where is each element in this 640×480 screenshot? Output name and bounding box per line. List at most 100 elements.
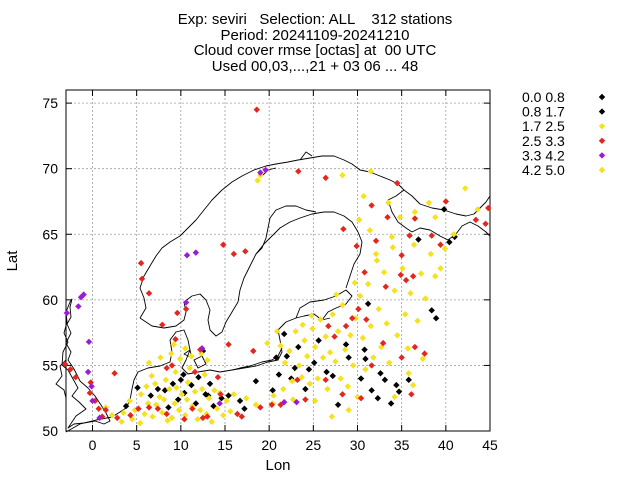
data-point xyxy=(84,368,92,376)
data-point xyxy=(137,419,144,427)
data-point xyxy=(399,265,406,272)
data-point xyxy=(63,309,71,317)
data-point xyxy=(280,385,287,393)
data-point xyxy=(127,412,134,419)
data-point xyxy=(329,372,336,380)
data-point xyxy=(324,385,331,393)
data-point xyxy=(294,376,301,384)
data-point xyxy=(95,405,102,412)
data-point xyxy=(269,387,276,394)
legend-marker xyxy=(598,152,606,159)
legend-label: 0.8 1.7 xyxy=(522,104,565,120)
data-point xyxy=(422,295,429,302)
data-point xyxy=(364,300,372,307)
data-point xyxy=(301,337,308,344)
data-point xyxy=(337,375,344,382)
data-point xyxy=(183,396,191,403)
data-point xyxy=(137,391,145,398)
data-point xyxy=(89,397,96,405)
data-point xyxy=(415,236,422,243)
data-point xyxy=(211,387,218,394)
data-point xyxy=(326,349,334,356)
data-point xyxy=(163,410,170,418)
data-point xyxy=(362,366,369,373)
title-line: Period: 20241109-20241210 xyxy=(220,26,410,44)
data-point xyxy=(186,364,193,372)
data-point xyxy=(372,250,380,258)
data-point xyxy=(168,414,176,422)
data-point xyxy=(175,406,183,414)
y-tick-label: 50 xyxy=(42,423,58,439)
legend-label: 3.3 4.2 xyxy=(522,147,565,163)
data-point xyxy=(362,355,369,363)
data-point xyxy=(409,381,417,389)
data-point xyxy=(152,380,159,387)
data-point xyxy=(252,377,260,385)
data-point xyxy=(141,410,148,418)
data-point xyxy=(216,400,223,407)
data-point xyxy=(437,265,444,272)
data-point xyxy=(138,275,146,283)
data-point xyxy=(428,307,435,314)
data-point xyxy=(377,370,384,377)
data-point xyxy=(402,276,410,284)
data-point xyxy=(177,376,185,384)
legend: 0.0 0.80.8 1.71.7 2.52.5 3.33.3 4.24.2 5… xyxy=(522,89,606,178)
data-point xyxy=(357,395,365,402)
data-point xyxy=(427,250,435,258)
data-point xyxy=(182,299,190,306)
data-point xyxy=(286,347,293,355)
data-point xyxy=(359,334,366,342)
data-point xyxy=(411,215,419,222)
data-point xyxy=(351,279,359,286)
x-tick-label: 10 xyxy=(173,437,189,453)
data-point xyxy=(178,391,185,398)
data-point xyxy=(370,354,377,361)
data-point xyxy=(404,345,412,352)
data-point xyxy=(220,412,227,419)
data-point xyxy=(72,374,79,381)
axis-ticks: 0 5 10 15 20 25 30 35 40 45 50 55 60 65 70 75 xyxy=(42,90,498,453)
data-point xyxy=(298,374,306,381)
data-point xyxy=(225,341,232,348)
data-point xyxy=(198,345,206,352)
data-point xyxy=(374,395,382,402)
legend-label: 2.5 3.3 xyxy=(522,133,565,149)
data-point xyxy=(126,397,133,405)
data-point xyxy=(147,392,154,399)
data-point xyxy=(214,374,222,381)
data-point xyxy=(172,335,179,343)
data-point xyxy=(299,321,306,328)
data-point xyxy=(482,220,489,227)
data-point xyxy=(322,376,329,384)
data-point xyxy=(230,391,238,398)
data-point xyxy=(170,341,177,348)
data-point xyxy=(148,372,155,380)
data-point xyxy=(407,290,414,297)
data-point xyxy=(85,338,93,346)
legend-label: 4.2 5.0 xyxy=(522,162,565,178)
data-point xyxy=(402,311,409,318)
data-point xyxy=(368,202,375,209)
y-tick-label: 65 xyxy=(42,226,58,242)
data-point xyxy=(379,339,387,347)
data-point xyxy=(345,406,352,414)
data-point xyxy=(428,232,435,239)
y-tick-label: 55 xyxy=(42,357,58,373)
data-point xyxy=(425,199,433,206)
data-point xyxy=(345,354,352,361)
data-point xyxy=(437,241,444,248)
data-point xyxy=(357,375,365,382)
data-point xyxy=(353,242,360,250)
data-point xyxy=(254,177,261,184)
legend-marker xyxy=(598,93,606,101)
title-line: Exp: seviri Selection: ALL 312 stations xyxy=(177,11,453,28)
data-point xyxy=(296,362,303,369)
x-tick-label: 25 xyxy=(306,437,322,453)
data-point xyxy=(173,384,180,391)
data-point xyxy=(197,406,204,414)
y-tick-label: 60 xyxy=(42,292,58,308)
data-point xyxy=(331,333,338,340)
